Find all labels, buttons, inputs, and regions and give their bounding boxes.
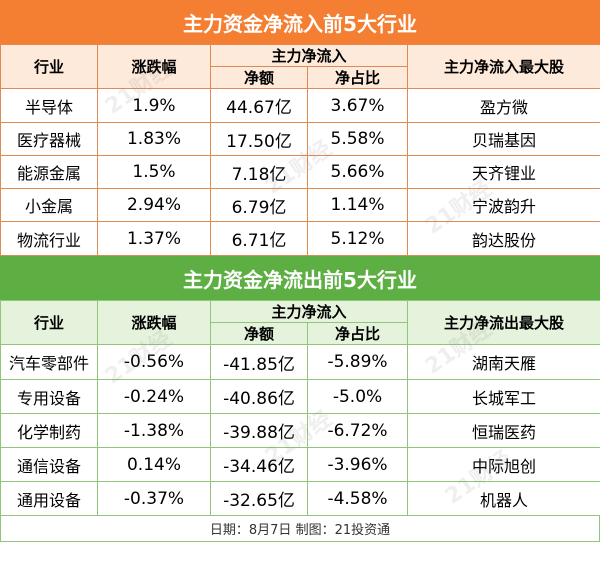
amount-cell: 17.50亿 [210,122,308,156]
table-row: 通信设备 0.14% -34.46亿 -3.96% 中际旭创 [0,447,600,482]
ratio-cell: 5.12% [306,221,409,256]
header-industry: 行业 [0,300,98,345]
header-amount: 净额 [210,66,308,89]
ratio-cell: 5.66% [306,155,409,189]
stock-cell: 贝瑞基因 [407,122,600,156]
ratio-cell: -5.0% [306,379,409,414]
industry-cell: 能源金属 [0,155,98,189]
table-row: 小金属 2.94% 6.79亿 1.14% 宁波韵升 [0,188,600,222]
amount-cell: 6.79亿 [210,188,308,222]
industry-cell: 半导体 [0,88,98,123]
industry-cell: 小金属 [0,188,98,222]
outflow-table: 行业 涨跌幅 主力净流入 主力净流出最大股 净额 净占比 汽车零部件 -0.56… [0,300,600,516]
table-row: 化学制药 -1.38% -39.88亿 -6.72% 恒瑞医药 [0,413,600,448]
header-amount: 净额 [210,322,308,345]
header-net-inflow-group: 主力净流入 [209,44,409,67]
stock-cell: 恒瑞医药 [407,413,600,448]
ratio-cell: -3.96% [306,447,409,482]
change-cell: -0.37% [97,481,211,516]
stock-cell: 盈方微 [407,88,600,123]
stock-cell: 宁波韵升 [407,188,600,222]
change-cell: -1.38% [97,413,211,448]
change-cell: 0.14% [97,447,211,482]
change-cell: 2.94% [97,188,211,222]
stock-cell: 长城军工 [407,379,600,414]
table-row: 医疗器械 1.83% 17.50亿 5.58% 贝瑞基因 [0,122,600,156]
industry-cell: 专用设备 [0,379,98,414]
ratio-cell: -4.58% [306,481,409,516]
amount-cell: -39.88亿 [210,413,308,448]
amount-cell: 6.71亿 [210,221,308,256]
table-row: 物流行业 1.37% 6.71亿 5.12% 韵达股份 [0,221,600,256]
amount-cell: 7.18亿 [210,155,308,189]
change-cell: -0.24% [97,379,211,414]
ratio-cell: 3.67% [306,88,409,123]
header-net-inflow-group: 主力净流入 [209,300,409,323]
header-industry: 行业 [0,44,98,89]
stock-cell: 韵达股份 [407,221,600,256]
outflow-title: 主力资金净流出前5大行业 [0,256,600,300]
header-top-stock: 主力净流入最大股 [407,44,600,89]
table-row: 半导体 1.9% 44.67亿 3.67% 盈方微 [0,88,600,123]
change-cell: 1.5% [97,155,211,189]
amount-cell: -32.65亿 [210,481,308,516]
header-top-stock: 主力净流出最大股 [407,300,600,345]
change-cell: 1.83% [97,122,211,156]
inflow-table: 行业 涨跌幅 主力净流入 主力净流入最大股 净额 净占比 半导体 1.9% 44… [0,44,600,256]
footer-credit: 日期：8月7日 制图：21投资通 [0,516,600,542]
industry-cell: 医疗器械 [0,122,98,156]
stock-cell: 机器人 [407,481,600,516]
table-row: 能源金属 1.5% 7.18亿 5.66% 天齐锂业 [0,155,600,189]
ratio-cell: 1.14% [306,188,409,222]
industry-cell: 通用设备 [0,481,98,516]
change-cell: 1.9% [97,88,211,123]
industry-cell: 化学制药 [0,413,98,448]
header-change: 涨跌幅 [97,300,211,345]
ratio-cell: -6.72% [306,413,409,448]
ratio-cell: -5.89% [306,344,409,380]
table-row: 汽车零部件 -0.56% -41.85亿 -5.89% 湖南天雁 [0,344,600,380]
stock-cell: 中际旭创 [407,447,600,482]
change-cell: 1.37% [97,221,211,256]
ratio-cell: 5.58% [306,122,409,156]
header-ratio: 净占比 [306,322,409,345]
industry-cell: 物流行业 [0,221,98,256]
inflow-title: 主力资金净流入前5大行业 [0,0,600,44]
stock-cell: 湖南天雁 [407,344,600,380]
industry-cell: 通信设备 [0,447,98,482]
amount-cell: -41.85亿 [210,344,308,380]
amount-cell: -40.86亿 [210,379,308,414]
change-cell: -0.56% [97,344,211,380]
table-row: 专用设备 -0.24% -40.86亿 -5.0% 长城军工 [0,379,600,414]
industry-cell: 汽车零部件 [0,344,98,380]
header-change: 涨跌幅 [97,44,211,89]
table-row: 通用设备 -0.37% -32.65亿 -4.58% 机器人 [0,481,600,516]
stock-cell: 天齐锂业 [407,155,600,189]
amount-cell: 44.67亿 [210,88,308,123]
header-ratio: 净占比 [306,66,409,89]
amount-cell: -34.46亿 [210,447,308,482]
